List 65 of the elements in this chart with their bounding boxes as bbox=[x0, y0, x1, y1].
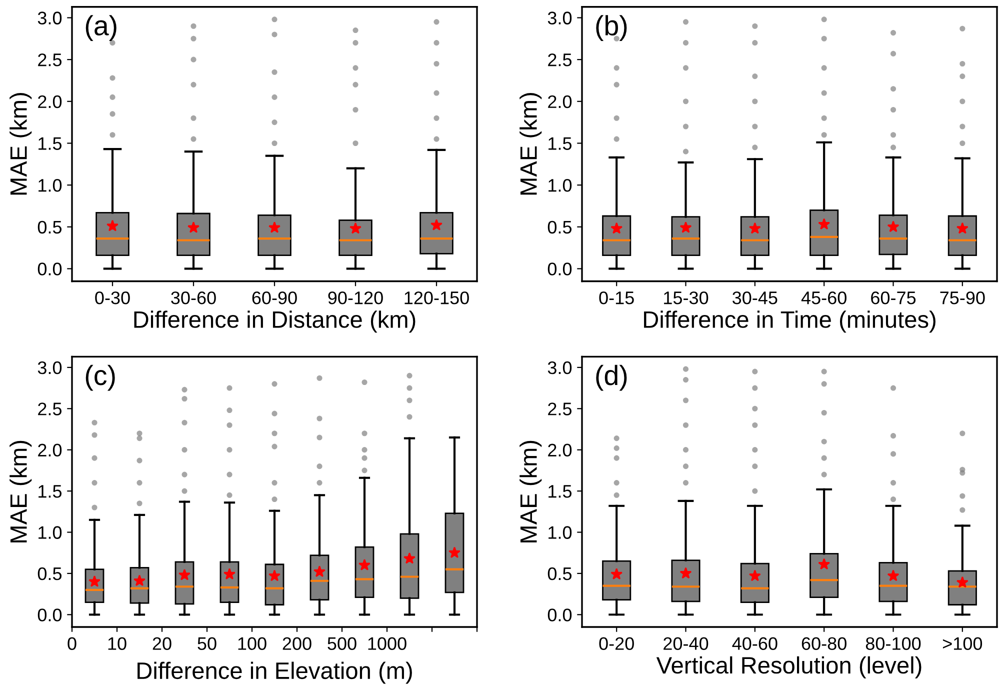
y-tick-label: 0.0 bbox=[548, 262, 572, 276]
y-tick-label: 1.0 bbox=[38, 178, 62, 192]
y-tick-label: 1.5 bbox=[38, 137, 62, 150]
y-tick-label: 2.0 bbox=[38, 444, 62, 457]
x-tick-label: 45-60 bbox=[801, 291, 846, 304]
chart-title: (b) bbox=[596, 15, 627, 41]
y-axis-title: MAE (km) bbox=[520, 440, 542, 542]
y-tick-label: 0.0 bbox=[38, 608, 62, 622]
y-tick-label: 0.0 bbox=[548, 608, 572, 622]
y-tick-label: 0.5 bbox=[548, 220, 572, 234]
x-tick-label: 0-15 bbox=[599, 291, 634, 304]
y-tick-label: 2.0 bbox=[548, 444, 572, 457]
x-tick-label: 90-120 bbox=[328, 291, 383, 304]
text: 1000 bbox=[368, 637, 406, 650]
y-tick-label: 1.0 bbox=[38, 526, 62, 539]
x-axis-title: Difference in Distance (km) bbox=[134, 310, 416, 333]
text: 0 bbox=[68, 637, 76, 650]
chart-title: (d) bbox=[596, 364, 627, 391]
x-tick-label: 0-20 bbox=[599, 637, 634, 650]
chart-title: (c) bbox=[86, 364, 115, 391]
x-tick-label: 20-40 bbox=[664, 637, 708, 650]
y-tick-label: 0.5 bbox=[548, 567, 572, 580]
x-axis-title: Difference in Elevation (m) bbox=[138, 662, 412, 684]
y-tick-label: 2.5 bbox=[548, 54, 572, 66]
x-tick-label: 120-150 bbox=[404, 291, 469, 304]
y-tick-label: 2.0 bbox=[38, 95, 62, 108]
y-axis-title: MAE (km) bbox=[520, 93, 542, 195]
x-tick-label: 0-30 bbox=[95, 291, 130, 304]
x-tick-label: 30-60 bbox=[171, 291, 216, 304]
text: 500 bbox=[328, 637, 356, 650]
x-tick-label: 40-60 bbox=[732, 637, 778, 650]
y-tick-label: 2.5 bbox=[38, 54, 62, 66]
y-tick-label: 0.5 bbox=[38, 567, 62, 580]
y-axis-title: MAE (km) bbox=[10, 93, 32, 195]
y-tick-label: 1.5 bbox=[548, 485, 572, 498]
y-tick-label: 1.5 bbox=[38, 485, 62, 498]
text: 50 bbox=[198, 637, 216, 650]
y-tick-label: 3.0 bbox=[548, 361, 572, 374]
y-tick-label: 1.0 bbox=[548, 526, 572, 539]
y-tick-label: 2.5 bbox=[38, 402, 62, 416]
y-tick-label: 1.5 bbox=[548, 137, 572, 150]
text: 100 bbox=[238, 637, 266, 650]
y-tick-label: 3.0 bbox=[38, 361, 62, 374]
x-tick-label: 75-90 bbox=[940, 291, 985, 304]
x-tick-label: 60-75 bbox=[871, 291, 916, 304]
x-tick-label: 60-90 bbox=[252, 291, 297, 304]
y-tick-label: 2.5 bbox=[548, 402, 572, 416]
text: 20 bbox=[152, 637, 172, 650]
x-axis-title: Difference in Time (minutes) bbox=[644, 310, 936, 333]
x-tick-label: 80-100 bbox=[866, 637, 921, 650]
x-tick-label: >100 bbox=[942, 637, 982, 650]
y-tick-label: 3.0 bbox=[38, 12, 62, 24]
text: 200 bbox=[282, 637, 312, 650]
y-tick-label: 0.0 bbox=[38, 262, 62, 276]
y-tick-label: 1.0 bbox=[548, 178, 572, 192]
chart-title: (a) bbox=[86, 15, 116, 41]
y-axis-title: MAE (km) bbox=[10, 440, 32, 542]
x-tick-label: 60-80 bbox=[802, 637, 846, 650]
text: 10 bbox=[108, 637, 126, 650]
x-axis-title: Vertical Resolution (level) bbox=[656, 656, 922, 678]
y-tick-label: 3.0 bbox=[548, 12, 572, 24]
x-tick-label: 15-30 bbox=[664, 291, 708, 304]
y-tick-label: 2.0 bbox=[548, 95, 572, 108]
y-tick-label: 0.5 bbox=[38, 220, 62, 234]
x-tick-label: 30-45 bbox=[732, 291, 778, 304]
